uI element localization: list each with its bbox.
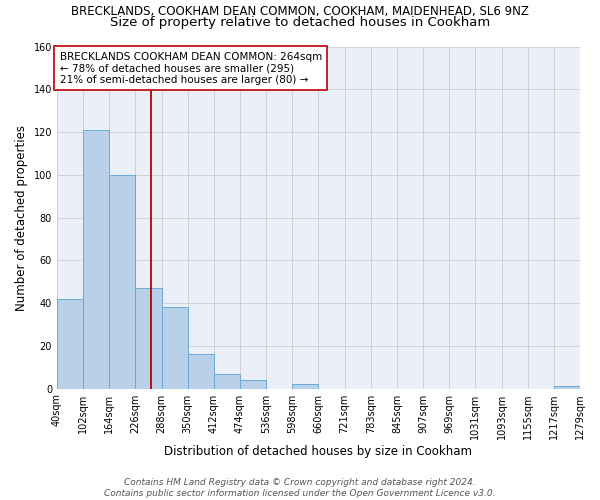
Bar	[161, 308, 188, 388]
Text: Size of property relative to detached houses in Cookham: Size of property relative to detached ho…	[110, 16, 490, 29]
Text: Contains HM Land Registry data © Crown copyright and database right 2024.
Contai: Contains HM Land Registry data © Crown c…	[104, 478, 496, 498]
Bar	[292, 384, 319, 388]
Bar	[188, 354, 214, 388]
Y-axis label: Number of detached properties: Number of detached properties	[15, 124, 28, 310]
Bar	[136, 288, 161, 388]
Bar	[240, 380, 266, 388]
Bar	[554, 386, 580, 388]
Bar	[83, 130, 109, 388]
Bar	[109, 175, 136, 388]
Text: BRECKLANDS, COOKHAM DEAN COMMON, COOKHAM, MAIDENHEAD, SL6 9NZ: BRECKLANDS, COOKHAM DEAN COMMON, COOKHAM…	[71, 5, 529, 18]
Bar	[57, 299, 83, 388]
Text: BRECKLANDS COOKHAM DEAN COMMON: 264sqm
← 78% of detached houses are smaller (295: BRECKLANDS COOKHAM DEAN COMMON: 264sqm ←…	[59, 52, 322, 85]
Bar	[214, 374, 240, 388]
X-axis label: Distribution of detached houses by size in Cookham: Distribution of detached houses by size …	[164, 444, 472, 458]
